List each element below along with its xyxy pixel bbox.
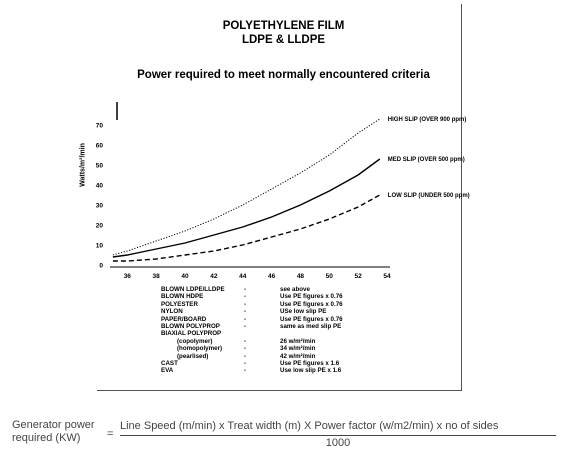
material-name: EVA	[161, 367, 174, 375]
row-dash: -	[244, 367, 247, 375]
formula-lhs-line2: required (KW)	[12, 432, 81, 444]
material-name: BLOWN HDPE	[161, 293, 204, 301]
row-dash: -	[244, 315, 247, 323]
x-tick-label: 52	[355, 273, 363, 280]
material-name: BLOWN POLYPROP	[161, 322, 220, 330]
material-name: (pearlised)	[177, 352, 209, 360]
series-line	[112, 194, 381, 262]
material-name: CAST	[161, 359, 178, 367]
chart-subtitle: Power required to meet normally encounte…	[137, 69, 430, 81]
x-tick-label: 36	[124, 273, 132, 280]
series-lines	[112, 118, 381, 262]
material-name: (homopolymer)	[177, 345, 223, 353]
x-tick-label: 40	[181, 273, 189, 280]
chart-title-line1: POLYETHYLENE FILM	[222, 20, 345, 32]
formula-lhs: Generator power required (KW)	[12, 419, 95, 445]
material-note: Use PE figures x 0.76	[280, 300, 343, 308]
formula-lhs-line1: Generator power	[12, 419, 95, 431]
row-dash: -	[244, 337, 247, 345]
x-tick-label: 48	[297, 273, 305, 280]
x-tick-label: 44	[239, 273, 247, 280]
chart-title-line2: LDPE & LLDPE	[241, 34, 326, 46]
material-note: 34 w/m²/min	[280, 345, 316, 353]
y-tick-labels: 0 10 20 30 40 50 60 70	[96, 123, 104, 270]
formula-fraction-bar	[120, 435, 556, 436]
y-tick-label: 40	[96, 183, 104, 190]
material-name: BLOWN LDPE/LLDPE	[161, 286, 225, 293]
material-note: 42 w/m²/min	[280, 352, 316, 360]
x-tick-label: 42	[210, 273, 218, 280]
formula-denominator: 1000	[325, 437, 351, 449]
material-note: Use PE figures x 0.76	[280, 293, 343, 301]
y-tick-label: 50	[96, 163, 104, 170]
row-dash: -	[244, 308, 247, 316]
row-dash: -	[244, 359, 247, 367]
material-note: same as med slip PE	[280, 322, 342, 330]
y-tick-label: 20	[96, 223, 104, 230]
line-chart: 0 10 20 30 40 50 60 70 36 38 40 42 44 46 48 50 52 54 HIG…	[96, 102, 470, 280]
row-dash: -	[244, 352, 247, 360]
material-note: Use low slip PE x 1.6	[280, 367, 342, 375]
material-note: 26 w/m²/min	[280, 337, 316, 345]
y-tick-label: 0	[99, 263, 103, 270]
material-name: BIAXIAL POLYPROP	[161, 330, 222, 338]
material-name: POLYESTER	[161, 300, 198, 308]
row-dash: -	[244, 345, 247, 353]
chart-panel	[97, 4, 462, 391]
series-label: LOW SLIP (UNDER 500 ppm)	[388, 193, 470, 199]
y-tick-label: 60	[96, 143, 104, 150]
y-tick-label: 70	[96, 123, 104, 130]
x-tick-label: 54	[383, 273, 391, 280]
row-dash: -	[244, 300, 247, 308]
formula-numerator: Line Speed (m/min) x Treat width (m) X P…	[120, 420, 499, 432]
material-note: USe low slip PE	[280, 308, 327, 316]
y-tick-label: 10	[96, 243, 104, 250]
row-dash: -	[244, 286, 247, 293]
x-tick-labels: 36 38 40 42 44 46 48 50 52 54	[124, 273, 391, 280]
y-tick-label: 30	[96, 203, 104, 210]
material-name: PAPER/BOARD	[161, 315, 207, 323]
series-label: HIGH SLIP (OVER 900 ppm)	[388, 117, 467, 123]
x-tick-label: 38	[153, 273, 161, 280]
material-name: (copolymer)	[177, 337, 213, 345]
series-label: MED SLIP (OVER 500 ppm)	[388, 157, 465, 163]
series-labels: HIGH SLIP (OVER 900 ppm) MED SLIP (OVER 5…	[388, 117, 470, 199]
material-name: NYLON	[161, 308, 183, 316]
row-dash: -	[244, 293, 247, 301]
x-tick-label: 50	[326, 273, 334, 280]
series-line	[112, 158, 381, 258]
material-note: see above	[280, 286, 310, 293]
series-line	[112, 118, 381, 256]
row-dash: -	[244, 322, 247, 330]
x-tick-label: 46	[268, 273, 276, 280]
material-note: Use PE figures x 1.6	[280, 359, 340, 367]
formula-equals: =	[107, 428, 114, 440]
material-note: Use PE figures x 0.76	[280, 315, 343, 323]
